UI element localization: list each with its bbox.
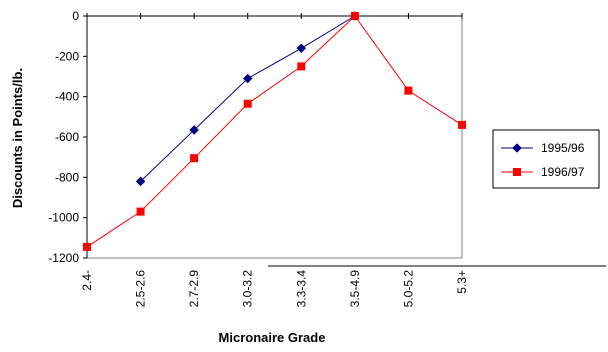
series-1-point — [243, 99, 252, 108]
series-1-line — [86, 15, 463, 248]
x-axis-title: Micronaire Grade — [219, 330, 326, 345]
series-0 — [135, 11, 360, 187]
series-0-point — [296, 43, 307, 54]
series-0-line — [140, 15, 356, 182]
plot-area — [86, 15, 463, 259]
x-tick-label: 5.3+ — [455, 270, 469, 294]
y-tick-label: -200 — [55, 49, 79, 63]
series-1-point — [458, 120, 466, 129]
legend-swatch-marker — [512, 143, 522, 153]
legend-swatch-marker — [513, 168, 521, 176]
y-tick-label: -800 — [55, 170, 79, 184]
x-tick-label: 5.0-5.2 — [401, 270, 415, 308]
series-0-point — [135, 176, 146, 187]
x-tick-label: 2.7-2.9 — [187, 270, 201, 308]
legend-entry: 1996/97 — [541, 165, 585, 179]
series-0-point — [189, 125, 199, 135]
legend: 1995/96 1996/97 — [492, 129, 600, 189]
series-1-point — [297, 62, 306, 71]
y-axis-title: Discounts in Points/lb. — [10, 68, 25, 208]
series-1-point — [350, 12, 359, 20]
series-1-point — [190, 154, 199, 163]
y-tick-label: -400 — [55, 90, 79, 104]
series-1-point — [136, 207, 145, 216]
y-tick-label: 0 — [72, 9, 79, 23]
x-tick-label: 2.4- — [80, 270, 94, 291]
x-tick-label: 2.5-2.6 — [134, 270, 148, 308]
series-1-point — [404, 86, 413, 95]
x-tick-label: 3.5-4.9 — [348, 270, 362, 308]
series-0-point — [242, 73, 253, 84]
y-tick-label: -1200 — [48, 251, 79, 265]
series-1 — [83, 12, 466, 251]
y-tick-label: -1000 — [48, 211, 79, 225]
legend-box — [492, 129, 600, 189]
x-tick-label: 3.3-3.4 — [294, 270, 308, 308]
y-tick-label: -600 — [55, 130, 79, 144]
legend-entry: 1995/96 — [541, 141, 585, 155]
x-tick-label: 3.0-3.2 — [241, 270, 255, 308]
series-1-point — [83, 242, 91, 251]
